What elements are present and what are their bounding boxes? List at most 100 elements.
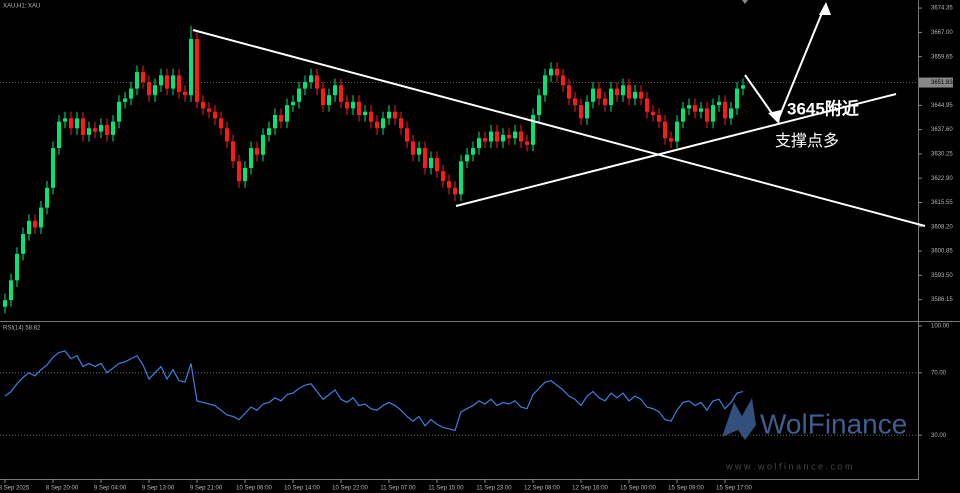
candle-body bbox=[195, 39, 199, 102]
x-tick-label: 15 Sep 17:00 bbox=[716, 486, 752, 492]
trend-line bbox=[455, 93, 897, 207]
arrow-line bbox=[777, 7, 825, 121]
candle-body bbox=[15, 253, 19, 281]
candle-body bbox=[579, 105, 583, 119]
candle-body bbox=[423, 148, 427, 168]
candle-body bbox=[495, 131, 499, 142]
x-tick-label: 10 Sep 22:00 bbox=[332, 486, 368, 492]
x-tick-label: 11 Sep 23:00 bbox=[476, 486, 512, 492]
y-tick-label: 3608.20 bbox=[931, 224, 953, 230]
candle-body bbox=[267, 128, 271, 135]
candle-body bbox=[297, 88, 301, 102]
annotation: 支撑点多 bbox=[775, 132, 839, 150]
candle-body bbox=[735, 88, 739, 109]
annotation: 3645附近 bbox=[787, 98, 859, 118]
candle-body bbox=[717, 101, 721, 106]
candle-body bbox=[405, 128, 409, 142]
candle-body bbox=[225, 128, 229, 142]
candle-body bbox=[3, 300, 7, 307]
candle-body bbox=[543, 75, 547, 96]
candle-body bbox=[393, 111, 397, 119]
candle-body bbox=[687, 105, 691, 109]
candle-body bbox=[177, 75, 181, 92]
candle-body bbox=[549, 68, 553, 76]
candle-body bbox=[531, 115, 535, 145]
candle-body bbox=[507, 134, 511, 139]
y-tick-label: 3630.25 bbox=[931, 151, 953, 157]
arrow-head bbox=[819, 2, 831, 15]
rsi-title: RSI(14) 58.82 bbox=[3, 326, 41, 332]
candle-body bbox=[45, 187, 49, 208]
watermark: WolFinance w w w . w o l f i n a n c e .… bbox=[722, 398, 907, 471]
candle-body bbox=[681, 108, 685, 122]
x-tick-label: 11 Sep 07:00 bbox=[380, 486, 416, 492]
arrow-head bbox=[768, 110, 781, 124]
watermark-logo bbox=[722, 398, 756, 440]
candle-body bbox=[477, 138, 481, 149]
watermark-url: w w w . w o l f i n a n c e . c o m bbox=[725, 461, 853, 471]
candle-body bbox=[69, 118, 73, 129]
rsi-line bbox=[4, 350, 744, 432]
candle-body bbox=[363, 111, 367, 116]
candle-body bbox=[639, 91, 643, 99]
candle-body bbox=[585, 101, 589, 119]
candle-body bbox=[345, 101, 349, 109]
x-tick-label: 15 Sep 09:00 bbox=[668, 486, 704, 492]
candle-body bbox=[189, 39, 193, 96]
candle-body bbox=[357, 101, 361, 116]
candle-body bbox=[705, 108, 709, 122]
x-tick-label: 10 Sep 14:00 bbox=[284, 486, 320, 492]
candle-body bbox=[573, 98, 577, 106]
candle-body bbox=[591, 88, 595, 102]
x-tick-label: 9 Sep 21:00 bbox=[190, 486, 223, 492]
candle-body bbox=[375, 121, 379, 129]
candle-body bbox=[75, 118, 79, 129]
chart-title: XAU,H1: XAU bbox=[3, 4, 40, 10]
x-tick-label: 9 Sep 13:00 bbox=[142, 486, 175, 492]
candle-body bbox=[369, 111, 373, 122]
candle-body bbox=[81, 118, 85, 135]
candle-body bbox=[327, 95, 331, 106]
candle-body bbox=[165, 75, 169, 89]
drawings bbox=[192, 7, 926, 227]
candle-body bbox=[537, 95, 541, 116]
candle-body bbox=[159, 75, 163, 86]
candle-body bbox=[255, 148, 259, 155]
candle-body bbox=[129, 88, 133, 99]
x-tick-label: 11 Sep 15:00 bbox=[428, 486, 464, 492]
candle-body bbox=[123, 98, 127, 102]
candle-body bbox=[93, 128, 97, 132]
candle-body bbox=[183, 91, 187, 96]
candle-body bbox=[603, 98, 607, 106]
candle-body bbox=[651, 111, 655, 116]
candle-body bbox=[471, 148, 475, 155]
candle-body bbox=[723, 101, 727, 119]
candle-body bbox=[711, 105, 715, 122]
candle-body bbox=[105, 124, 109, 135]
candle-body bbox=[633, 91, 637, 99]
candle-body bbox=[9, 280, 13, 301]
candle-body bbox=[609, 88, 613, 106]
candle-body bbox=[339, 85, 343, 102]
last-price-box bbox=[919, 77, 953, 88]
candle-body bbox=[231, 141, 235, 162]
x-tick-label: 12 Sep 08:00 bbox=[524, 486, 560, 492]
candle-body bbox=[663, 121, 667, 139]
shift-marker bbox=[742, 0, 748, 4]
y-tick-label: 70.00 bbox=[931, 370, 947, 376]
candle-body bbox=[243, 167, 247, 182]
candle-body bbox=[291, 101, 295, 106]
candle-body bbox=[309, 75, 313, 82]
candle-body bbox=[411, 141, 415, 155]
candle-body bbox=[597, 88, 601, 99]
candle-body bbox=[699, 108, 703, 112]
x-tick-label: 8 Sep 2025 bbox=[0, 486, 30, 492]
arrow-line bbox=[744, 74, 777, 120]
candle-body bbox=[729, 108, 733, 119]
candle-body bbox=[519, 131, 523, 142]
candle-body bbox=[99, 124, 103, 132]
y-tick-label: 100.00 bbox=[931, 324, 950, 330]
y-tick-label: 3674.35 bbox=[931, 6, 953, 12]
candle-body bbox=[273, 115, 277, 129]
